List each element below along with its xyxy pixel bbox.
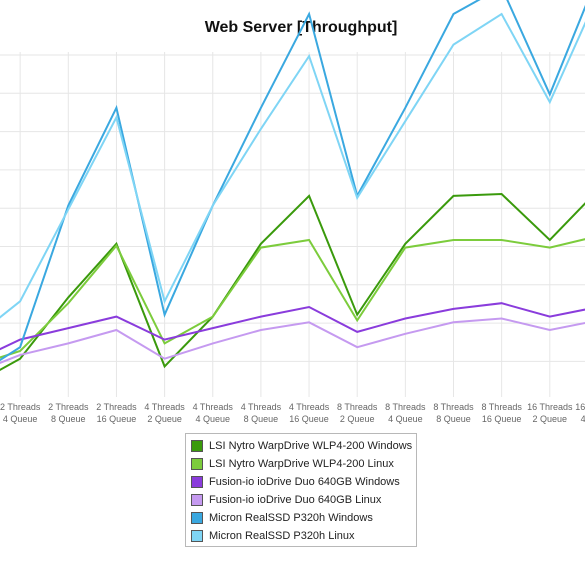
x-tick-label: 2 Queue (147, 414, 182, 424)
series-line-5 (0, 0, 585, 362)
legend-item: Fusion-io ioDrive Duo 640GB Windows (191, 473, 416, 491)
legend-swatch (191, 512, 203, 524)
x-tick-label: 8 Threads (433, 402, 474, 412)
x-tick-label: 4 Queue (581, 414, 585, 424)
series-lines (0, 0, 585, 372)
x-tick-label: 2 Threads (0, 402, 41, 412)
legend-label: LSI Nytro WarpDrive WLP4-200 Linux (209, 458, 394, 470)
legend-label: Fusion-io ioDrive Duo 640GB Linux (209, 494, 382, 506)
x-tick-label: 4 Threads (289, 402, 330, 412)
x-tick-label: 4 Queue (195, 414, 230, 424)
legend-label: Fusion-io ioDrive Duo 640GB Windows (209, 476, 400, 488)
series-line-2 (0, 238, 585, 359)
x-tick-label: 8 Queue (436, 414, 471, 424)
x-tick-label: 2 Queue (340, 414, 375, 424)
legend-label: Micron RealSSD P320h Linux (209, 530, 355, 542)
x-tick-label: 8 Threads (337, 402, 378, 412)
legend-label: Micron RealSSD P320h Windows (209, 512, 373, 524)
legend-swatch (191, 476, 203, 488)
series-line-6 (0, 12, 585, 319)
x-tick-label: 16 Threads (527, 402, 573, 412)
legend-swatch (191, 458, 203, 470)
x-tick-label: 8 Queue (244, 414, 279, 424)
x-tick-label: 2 Threads (96, 402, 137, 412)
x-tick-label: 8 Threads (385, 402, 426, 412)
legend-label: LSI Nytro WarpDrive WLP4-200 Windows (209, 440, 413, 452)
series-line-3 (0, 302, 585, 351)
x-tick-label: 4 Queue (3, 414, 38, 424)
legend-item: Micron RealSSD P320h Windows (191, 509, 416, 527)
x-tick-label: 2 Threads (48, 402, 89, 412)
x-tick-label: 4 Threads (241, 402, 282, 412)
legend-swatch (191, 530, 203, 542)
legend-swatch (191, 494, 203, 506)
x-tick-label: 8 Queue (51, 414, 86, 424)
legend-item: LSI Nytro WarpDrive WLP4-200 Linux (191, 455, 416, 473)
x-tick-label: 4 Queue (388, 414, 423, 424)
legend-item: Fusion-io ioDrive Duo 640GB Linux (191, 491, 416, 509)
legend: LSI Nytro WarpDrive WLP4-200 Windows LSI … (185, 433, 417, 547)
grid (0, 52, 585, 397)
x-tick-label: 4 Threads (193, 402, 234, 412)
chart-title: Web Server [Throughput] (204, 19, 398, 36)
x-tick-label: 8 Threads (481, 402, 522, 412)
legend-swatch (191, 440, 203, 452)
legend-item: LSI Nytro WarpDrive WLP4-200 Windows (191, 437, 416, 455)
x-tick-label: 16 Threads (575, 402, 585, 412)
x-tick-label: 16 Queue (97, 414, 137, 424)
series-line-4 (0, 317, 585, 364)
x-tick-label: 16 Queue (289, 414, 329, 424)
x-tick-label: 16 Queue (482, 414, 522, 424)
x-tick-label: 2 Queue (533, 414, 568, 424)
legend-item: Micron RealSSD P320h Linux (191, 527, 416, 545)
x-tick-label: 4 Threads (144, 402, 185, 412)
series-line-1 (0, 192, 585, 372)
